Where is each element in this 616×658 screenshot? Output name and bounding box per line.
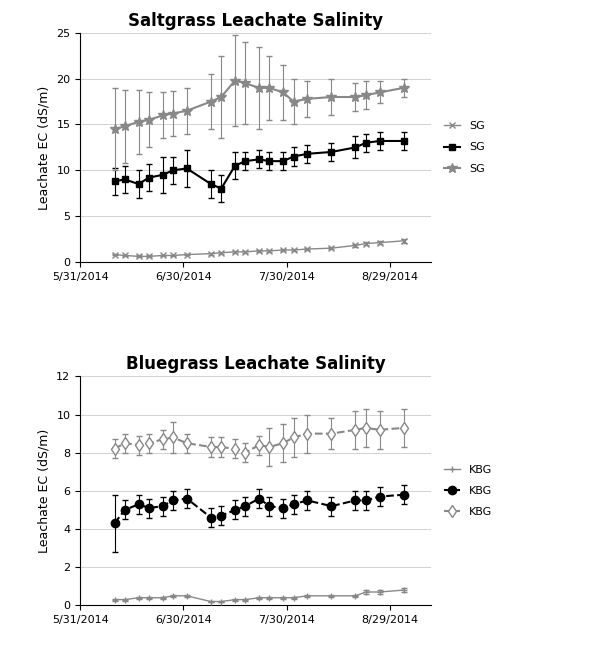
Y-axis label: Leachate EC (dS/m): Leachate EC (dS/m) (38, 86, 51, 209)
Legend: KBG, KBG, KBG: KBG, KBG, KBG (444, 465, 493, 517)
Y-axis label: Leachate EC (dS/m): Leachate EC (dS/m) (38, 429, 51, 553)
Title: Bluegrass Leachate Salinity: Bluegrass Leachate Salinity (126, 355, 386, 374)
Title: Saltgrass Leachate Salinity: Saltgrass Leachate Salinity (128, 12, 383, 30)
Legend: SG, SG, SG: SG, SG, SG (444, 121, 485, 174)
